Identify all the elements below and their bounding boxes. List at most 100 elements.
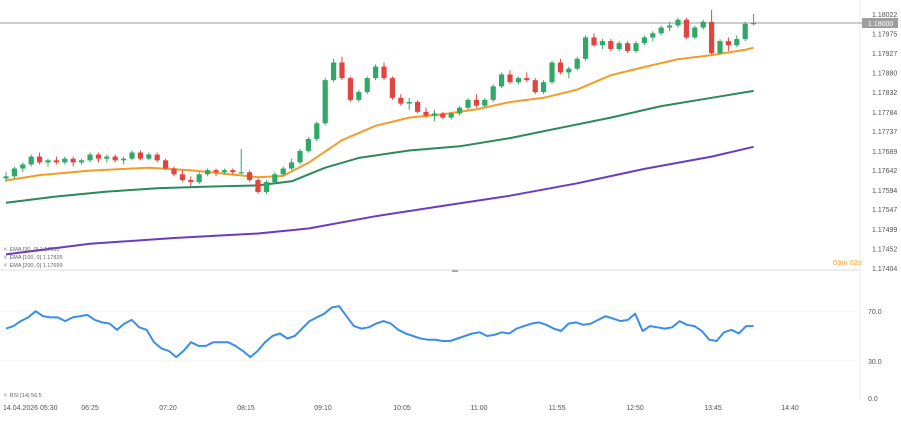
candle-body bbox=[616, 43, 622, 49]
candle-countdown: 03m 02s bbox=[833, 258, 862, 267]
rsi-y-tick-label: 0.0 bbox=[868, 396, 878, 403]
candle-body bbox=[356, 92, 362, 100]
candle-body bbox=[431, 113, 437, 116]
candle-body bbox=[364, 78, 370, 93]
candle-body bbox=[373, 66, 379, 79]
candle-body bbox=[734, 39, 740, 46]
candle-body bbox=[398, 97, 404, 104]
candle-body bbox=[583, 37, 589, 59]
candle-body bbox=[238, 172, 244, 174]
candle-body bbox=[146, 154, 152, 159]
candle-body bbox=[247, 172, 253, 181]
x-tick-label: 14.04.2026 05:30 bbox=[3, 405, 58, 412]
candle-body bbox=[389, 78, 395, 98]
candle-body bbox=[515, 78, 521, 83]
candle-body bbox=[692, 27, 698, 38]
y-tick-label: 1.17784 bbox=[872, 110, 897, 117]
candle-body bbox=[566, 68, 572, 73]
pane-resize-handle[interactable] bbox=[452, 270, 458, 272]
y-tick-label: 1.17499 bbox=[872, 227, 897, 234]
y-tick-label: 1.17975 bbox=[872, 31, 897, 38]
candle-body bbox=[154, 154, 160, 161]
candle-body bbox=[179, 174, 185, 181]
rsi-y-tick-label: 70.0 bbox=[868, 309, 882, 316]
x-tick-label: 06:25 bbox=[81, 405, 99, 412]
candle-body bbox=[263, 182, 269, 192]
x-tick-label: 09:10 bbox=[314, 405, 332, 412]
candle-body bbox=[482, 99, 488, 106]
close-icon[interactable]: ✕ bbox=[3, 393, 8, 399]
candle-body bbox=[507, 74, 513, 83]
ema-legend-200[interactable]: ✕ EMA [200, 0] 1.17699 bbox=[3, 263, 63, 269]
rsi-line bbox=[5, 305, 754, 359]
candle-body bbox=[599, 41, 605, 46]
candle-body bbox=[683, 19, 689, 38]
candle-body bbox=[524, 78, 530, 81]
x-tick-label: 08:15 bbox=[237, 405, 255, 412]
y-tick-label: 1.17927 bbox=[872, 51, 897, 58]
candle-body bbox=[137, 152, 143, 159]
y-tick-label: 1.17594 bbox=[872, 188, 897, 195]
candle-body bbox=[163, 160, 169, 169]
candle-body bbox=[465, 99, 471, 108]
candle-body bbox=[121, 158, 127, 161]
close-icon[interactable]: ✕ bbox=[3, 247, 8, 253]
x-tick-label: 10:05 bbox=[393, 405, 411, 412]
y-tick-label: 1.17404 bbox=[872, 266, 897, 273]
candle-body bbox=[415, 101, 421, 112]
candle-body bbox=[28, 156, 34, 165]
candle-body bbox=[221, 170, 227, 173]
candle-body bbox=[314, 123, 320, 139]
close-icon[interactable]: ✕ bbox=[3, 263, 8, 269]
rsi-legend[interactable]: ✕ RSI [14] 56.5 bbox=[3, 393, 42, 399]
y-tick-label: 1.17452 bbox=[872, 246, 897, 253]
candle-body bbox=[255, 180, 261, 192]
x-tick-label: 11:00 bbox=[471, 405, 488, 412]
candle-body bbox=[205, 170, 211, 175]
candle-body bbox=[112, 156, 118, 161]
candle-body bbox=[70, 158, 76, 163]
candle-body bbox=[297, 150, 303, 163]
candle-body bbox=[406, 101, 412, 104]
candle-body bbox=[457, 107, 463, 114]
candle-body bbox=[171, 168, 177, 175]
candle-body bbox=[549, 62, 555, 83]
ema-legend-30[interactable]: ✕ EMA [30, 0] 1.17955 bbox=[3, 247, 60, 253]
candle-body bbox=[423, 111, 429, 116]
candle-body bbox=[280, 168, 286, 175]
candle-body bbox=[322, 80, 328, 124]
candle-body bbox=[230, 170, 236, 173]
candle-body bbox=[37, 156, 43, 163]
candle-body bbox=[62, 158, 68, 163]
candle-body bbox=[675, 19, 681, 26]
candle-body bbox=[87, 154, 93, 161]
y-tick-label: 1.17642 bbox=[872, 168, 897, 175]
ema-legend-100[interactable]: ✕ EMA [100, 0] 1.17835 bbox=[3, 255, 63, 261]
y-tick-label: 1.17689 bbox=[872, 149, 897, 156]
rsi-y-tick-label: 30.0 bbox=[868, 359, 882, 366]
candle-body bbox=[650, 33, 656, 38]
y-tick-label: 1.17547 bbox=[872, 207, 897, 214]
candle-body bbox=[532, 80, 538, 93]
candle-body bbox=[11, 168, 17, 177]
candle-body bbox=[3, 176, 9, 179]
candle-body bbox=[608, 41, 614, 49]
candle-body bbox=[53, 160, 59, 163]
y-tick-label: 1.17880 bbox=[872, 70, 897, 77]
candle-body bbox=[725, 41, 731, 46]
candle-body bbox=[213, 170, 219, 173]
x-tick-label: 13:45 bbox=[704, 405, 722, 412]
candle-body bbox=[499, 74, 505, 87]
candle-body bbox=[339, 62, 345, 79]
candle-body bbox=[625, 43, 631, 51]
close-icon[interactable]: ✕ bbox=[3, 255, 8, 261]
y-tick-label: 1.18022 bbox=[872, 12, 897, 19]
candle-body bbox=[381, 66, 387, 79]
candle-body bbox=[667, 25, 673, 28]
candle-body bbox=[272, 174, 278, 183]
ema-30-line bbox=[5, 46, 754, 182]
candle-body bbox=[331, 62, 337, 81]
candle-body bbox=[448, 113, 454, 118]
x-tick-label: 14:40 bbox=[781, 405, 799, 412]
